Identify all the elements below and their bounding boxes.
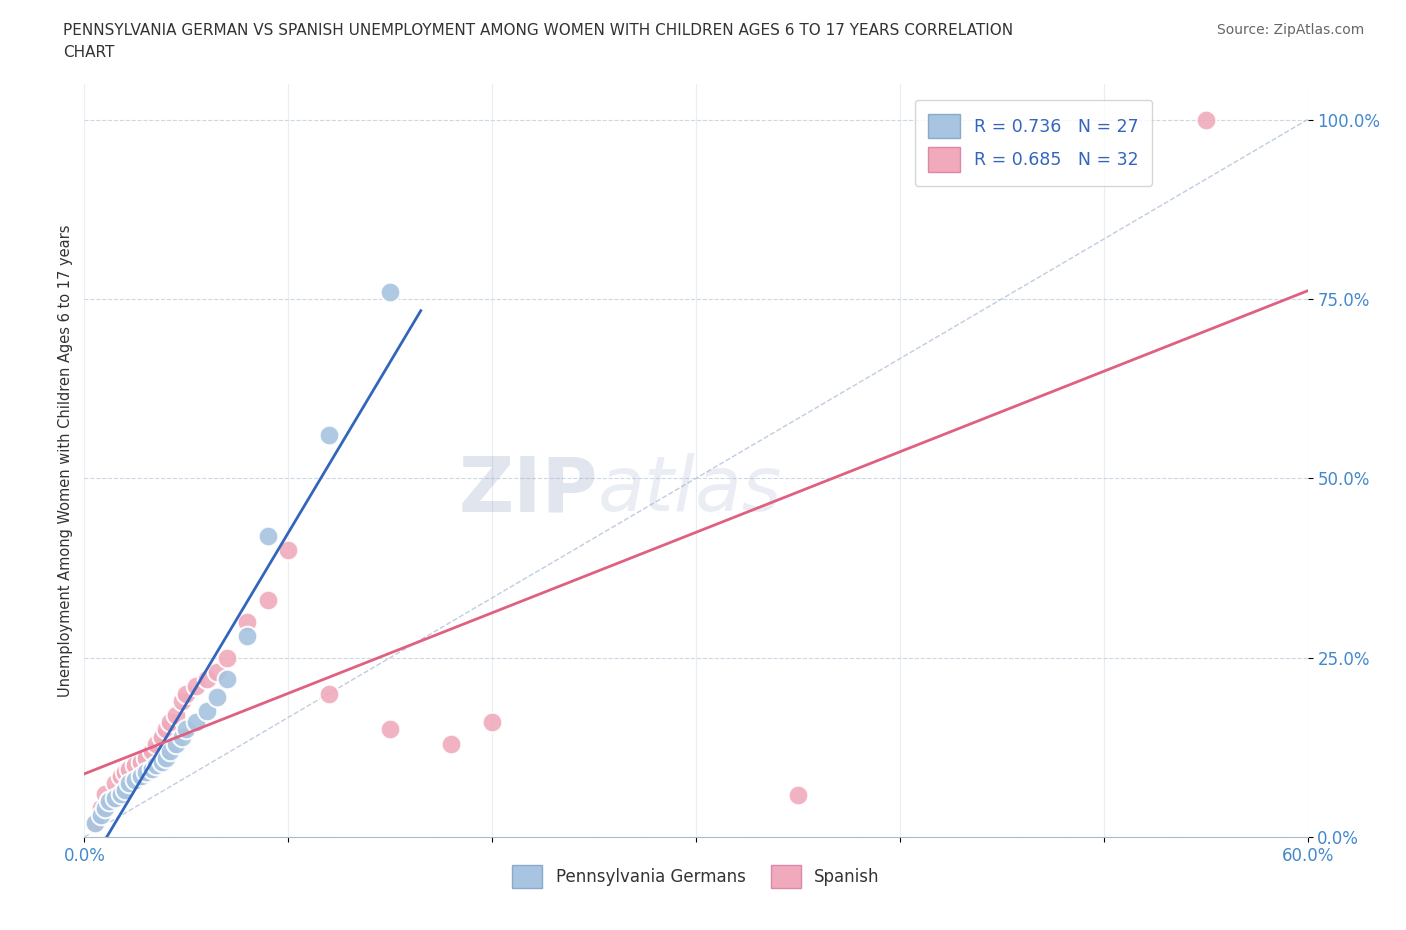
Text: CHART: CHART — [63, 45, 115, 60]
Point — [318, 428, 340, 443]
Point — [174, 686, 197, 701]
Text: atlas: atlas — [598, 454, 783, 527]
Point — [104, 776, 127, 790]
Y-axis label: Unemployment Among Women with Children Ages 6 to 17 years: Unemployment Among Women with Children A… — [58, 224, 73, 697]
Text: ZIP: ZIP — [458, 454, 598, 527]
Point — [481, 715, 503, 730]
Point — [118, 776, 141, 790]
Point — [93, 801, 115, 816]
Point — [93, 787, 115, 802]
Point — [380, 722, 402, 737]
Legend: Pennsylvania Germans, Spanish: Pennsylvania Germans, Spanish — [505, 857, 887, 897]
Point — [217, 650, 239, 665]
Point — [205, 665, 228, 680]
Point — [135, 751, 157, 765]
Point — [205, 690, 228, 705]
Point — [217, 671, 239, 686]
Point — [440, 737, 463, 751]
Point — [90, 808, 112, 823]
Point — [124, 772, 146, 787]
Point — [124, 758, 146, 773]
Point — [787, 788, 810, 803]
Point — [195, 704, 218, 719]
Point — [1195, 113, 1218, 127]
Point — [159, 715, 181, 730]
Point — [90, 801, 112, 816]
Point — [318, 686, 340, 701]
Point — [380, 285, 402, 299]
Point — [174, 722, 197, 737]
Point — [110, 768, 132, 783]
Point — [104, 790, 127, 805]
Point — [141, 762, 163, 777]
Point — [186, 679, 208, 694]
Point — [150, 754, 173, 769]
Point — [165, 737, 187, 751]
Point — [236, 615, 259, 630]
Point — [236, 629, 259, 644]
Point — [131, 754, 153, 769]
Point — [114, 783, 136, 798]
Point — [83, 816, 105, 830]
Point — [145, 758, 167, 773]
Point — [172, 729, 194, 744]
Point — [195, 671, 218, 686]
Point — [135, 765, 157, 780]
Point — [114, 765, 136, 780]
Point — [155, 722, 177, 737]
Point — [97, 793, 120, 808]
Point — [110, 787, 132, 802]
Text: PENNSYLVANIA GERMAN VS SPANISH UNEMPLOYMENT AMONG WOMEN WITH CHILDREN AGES 6 TO : PENNSYLVANIA GERMAN VS SPANISH UNEMPLOYM… — [63, 23, 1014, 38]
Text: Source: ZipAtlas.com: Source: ZipAtlas.com — [1216, 23, 1364, 37]
Point — [159, 743, 181, 758]
Point — [165, 708, 187, 723]
Point — [141, 743, 163, 758]
Point — [257, 592, 280, 607]
Point — [155, 751, 177, 765]
Point — [257, 528, 280, 543]
Point — [186, 715, 208, 730]
Point — [97, 793, 120, 808]
Point — [118, 762, 141, 777]
Point — [277, 542, 299, 557]
Point — [172, 693, 194, 708]
Point — [83, 816, 105, 830]
Point — [150, 729, 173, 744]
Point — [145, 737, 167, 751]
Point — [131, 768, 153, 783]
